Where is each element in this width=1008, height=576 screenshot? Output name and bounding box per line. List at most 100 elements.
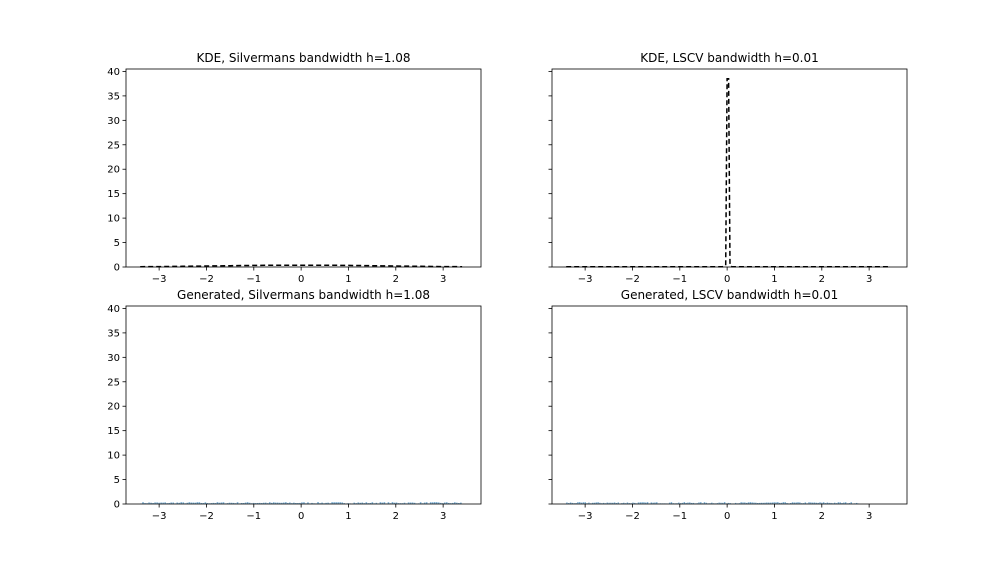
histogram-bar <box>764 502 766 504</box>
x-tick-label: −3 <box>152 274 167 285</box>
histogram-bar <box>689 502 691 504</box>
axes-frame <box>551 68 908 268</box>
histogram-bar <box>641 502 643 504</box>
histogram-bar <box>606 502 608 504</box>
histogram-bar <box>815 502 818 504</box>
histogram-bar <box>387 502 390 504</box>
histogram-bar <box>685 502 687 504</box>
histogram-bar <box>186 502 189 504</box>
histogram-bar <box>222 502 225 504</box>
histogram-bar <box>409 502 412 504</box>
x-tick-label: 3 <box>866 511 872 522</box>
histogram-bar <box>824 503 827 504</box>
histogram-bar <box>331 502 333 504</box>
subplot-title: KDE, Silvermans bandwidth h=1.08 <box>197 51 411 65</box>
histogram-bar <box>353 502 356 504</box>
histogram-bar <box>291 503 293 504</box>
histogram-bar <box>799 502 801 504</box>
histogram-bar <box>720 502 722 504</box>
histogram-bar <box>804 502 807 504</box>
histogram-bar <box>656 502 658 504</box>
histogram-bar <box>828 502 830 504</box>
histogram-bar <box>357 502 360 504</box>
histogram-bar <box>375 502 378 504</box>
y-tick-label: 10 <box>107 451 120 462</box>
x-tick-label: 1 <box>771 511 777 522</box>
histogram-bar <box>762 502 764 504</box>
subplot-title: KDE, LSCV bandwidth h=0.01 <box>640 51 819 65</box>
histogram-bar <box>337 502 339 504</box>
histogram-bar <box>608 502 610 504</box>
histogram-bar <box>158 502 160 504</box>
histogram-bar <box>681 502 684 504</box>
histogram-bar <box>612 502 614 504</box>
histogram-bar <box>321 502 323 504</box>
x-tick-label: −1 <box>246 274 261 285</box>
y-tick-label: 0 <box>114 500 120 511</box>
x-tick-label: −2 <box>199 274 214 285</box>
histogram-bar <box>150 502 152 504</box>
x-tick-label: 0 <box>724 274 730 285</box>
histogram-bar <box>256 502 259 504</box>
histogram-bar <box>148 502 150 504</box>
axes-frame <box>551 305 908 505</box>
x-tick-label: −1 <box>672 511 687 522</box>
histogram-bar <box>170 502 172 504</box>
y-tick-label: 5 <box>114 238 120 249</box>
histogram-bar <box>335 502 337 504</box>
histogram-bar <box>844 502 847 504</box>
histogram-bar <box>830 502 832 504</box>
histogram-bar <box>602 502 605 504</box>
histogram-bar <box>610 502 612 504</box>
histogram-bar <box>359 502 362 504</box>
x-tick-label: −2 <box>199 511 214 522</box>
histogram-bar <box>579 502 581 504</box>
histogram-bar <box>722 502 724 504</box>
histogram-bar <box>582 502 585 504</box>
histogram-bar <box>441 503 444 504</box>
x-tick-label: 1 <box>771 274 777 285</box>
histogram-bar <box>813 502 816 504</box>
histogram-bar <box>593 502 596 504</box>
histogram-bar <box>363 503 366 504</box>
histogram-bar <box>690 502 693 504</box>
histogram-bar <box>365 502 368 504</box>
x-tick-label: −1 <box>246 511 261 522</box>
histogram-bar <box>850 502 852 504</box>
histogram-bar <box>202 503 205 504</box>
histogram-bar <box>856 502 858 504</box>
subplot-title: Generated, LSCV bandwidth h=0.01 <box>621 288 838 302</box>
histogram-bar <box>766 502 768 504</box>
y-tick-label: 15 <box>107 189 120 200</box>
histogram-bar <box>383 502 386 504</box>
histogram-bar <box>584 502 586 504</box>
histogram-bar <box>716 503 719 504</box>
histogram-bar <box>303 502 305 504</box>
histogram-bar <box>297 503 299 504</box>
y-tick-label: 25 <box>107 140 120 151</box>
histogram-bar <box>771 502 774 504</box>
histogram-bar <box>751 502 753 504</box>
histogram-bar <box>216 502 219 504</box>
histogram-bar <box>381 502 384 504</box>
histogram-bar <box>811 502 814 504</box>
y-tick-label: 35 <box>107 91 120 102</box>
histogram-bar <box>268 502 271 504</box>
histogram-bar <box>782 502 785 504</box>
histogram-bar <box>343 503 345 504</box>
histogram-bar <box>700 502 702 504</box>
histogram-bar <box>274 502 277 504</box>
histogram-bar <box>639 502 641 504</box>
x-tick-label: 2 <box>393 511 399 522</box>
histogram-bar <box>718 502 720 504</box>
histogram-bar <box>780 502 783 504</box>
x-tick-label: −3 <box>578 511 593 522</box>
histogram-bar <box>204 502 207 504</box>
histogram-bar <box>738 503 741 504</box>
histogram-bar <box>723 502 726 504</box>
histogram-bar <box>595 502 597 504</box>
histogram-bar <box>775 502 777 504</box>
y-tick-label: 20 <box>107 165 120 176</box>
histogram-bar <box>835 503 838 504</box>
histogram-bar <box>429 502 432 504</box>
